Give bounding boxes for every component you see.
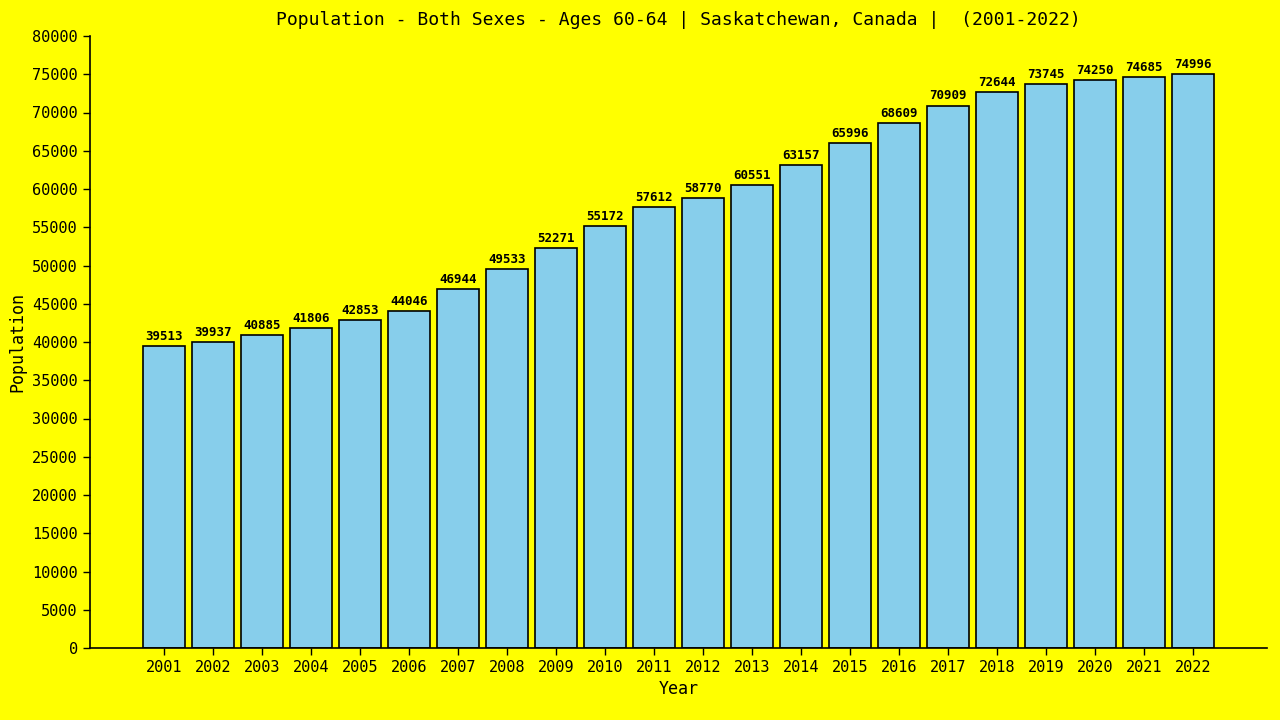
Text: 72644: 72644 (978, 76, 1015, 89)
Text: 60551: 60551 (733, 168, 771, 181)
Bar (977, 92, 1018, 648)
Bar (584, 226, 626, 648)
Bar (1074, 80, 1116, 648)
Text: 39937: 39937 (195, 326, 232, 339)
Bar (634, 207, 675, 648)
Bar (339, 320, 380, 648)
X-axis label: Year: Year (658, 680, 699, 698)
Text: 42853: 42853 (342, 304, 379, 317)
Bar (1172, 74, 1213, 648)
Text: 63157: 63157 (782, 149, 819, 162)
Text: 74996: 74996 (1174, 58, 1212, 71)
Text: 40885: 40885 (243, 319, 280, 332)
Text: 46944: 46944 (439, 273, 476, 286)
Text: 57612: 57612 (635, 192, 673, 204)
Bar (241, 336, 283, 648)
Bar (780, 165, 822, 648)
Bar (436, 289, 479, 648)
Text: 68609: 68609 (881, 107, 918, 120)
Text: 74250: 74250 (1076, 64, 1114, 77)
Text: 44046: 44046 (390, 295, 428, 308)
Bar (682, 199, 723, 648)
Text: 39513: 39513 (145, 330, 183, 343)
Bar (731, 185, 773, 648)
Text: 65996: 65996 (831, 127, 869, 140)
Text: 70909: 70909 (929, 89, 966, 102)
Text: 73745: 73745 (1027, 68, 1065, 81)
Bar (192, 343, 234, 648)
Bar (388, 311, 430, 648)
Text: 41806: 41806 (292, 312, 330, 325)
Bar (829, 143, 870, 648)
Bar (486, 269, 527, 648)
Text: 58770: 58770 (684, 182, 722, 195)
Bar (291, 328, 332, 648)
Bar (1123, 76, 1165, 648)
Text: 52271: 52271 (538, 232, 575, 245)
Text: 49533: 49533 (488, 253, 526, 266)
Bar (1025, 84, 1066, 648)
Text: 74685: 74685 (1125, 60, 1162, 73)
Bar (535, 248, 577, 648)
Title: Population - Both Sexes - Ages 60-64 | Saskatchewan, Canada |  (2001-2022): Population - Both Sexes - Ages 60-64 | S… (276, 11, 1080, 29)
Text: 55172: 55172 (586, 210, 623, 223)
Y-axis label: Population: Population (9, 292, 27, 392)
Bar (927, 106, 969, 648)
Bar (143, 346, 184, 648)
Bar (878, 123, 920, 648)
